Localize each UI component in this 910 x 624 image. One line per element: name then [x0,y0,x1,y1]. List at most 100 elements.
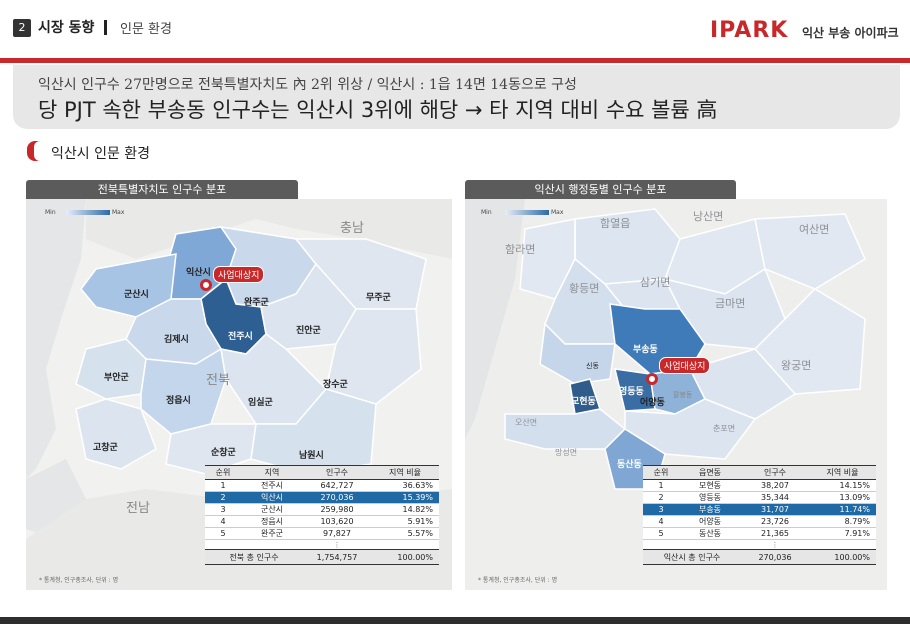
label-geumma: 금마면 [715,297,746,310]
label-mangseong: 망성면 [555,448,578,457]
ipark-logo: IPARK [710,18,789,43]
cell: 2 [205,491,241,504]
cell: 21,365 [741,527,809,540]
cell: 23,726 [741,515,809,528]
cell: 11.74% [809,503,876,516]
cell: 완주군 [241,527,303,540]
label-sindong: 신동 [586,362,599,370]
site-pin-label: 사업대상지 [659,357,711,374]
label-chunpo: 춘포면 [713,424,736,433]
label-gunsan: 군산시 [124,290,149,300]
label-muju: 무주군 [366,293,391,303]
label-gochang: 고창군 [93,443,118,453]
site-pin-icon[interactable] [200,279,212,291]
label-samgi: 삼기면 [640,276,671,289]
total-label: 익산시 총 인구수 [643,549,741,565]
label-jeonju: 전주시 [228,332,253,342]
footer-bar [0,617,910,624]
right-source-note: * 통계청, 인구총조사, 단위 : 명 [478,577,558,584]
divider [104,20,107,35]
cell: 1 [643,479,679,492]
legend-max: Max [112,209,125,216]
cell: 14.82% [371,503,439,516]
col-header: 순위 [643,465,679,480]
legend-gradient [66,210,110,215]
label-wanggung: 왕궁면 [781,359,812,372]
cell: 8.79% [809,515,876,528]
cell: 14.15% [809,479,876,492]
label-hamyeol: 함열읍 [600,217,631,230]
table-row-highlight: 2 익산시 270,036 15.39% [205,491,439,504]
cell: 38,207 [741,479,809,492]
col-header: 읍면동 [679,465,741,480]
label-jinan: 진안군 [296,326,321,336]
section-subtitle: 인문 환경 [120,22,172,37]
area-osan [504,408,627,450]
label-jeongeup: 정읍시 [166,396,191,406]
col-header: 지역 [241,465,303,480]
cell: 4 [643,515,679,528]
top-bar: 2 시장 동향 인문 환경 IPARK 익산 부송 아이파크 [0,0,910,58]
label-busong: 부송동 [633,345,658,355]
region-jinan [260,262,357,350]
cell: 모현동 [679,479,741,492]
table-total-row: 익산시 총 인구수 270,036 100.00% [643,549,876,565]
cell: 군산시 [241,503,303,516]
logo-subtitle: 익산 부송 아이파크 [802,26,899,40]
label-nangsan: 낭산면 [693,210,724,223]
col-header: 순위 [205,465,241,480]
iksan-ranking-table: 순위 읍면동 인구수 지역 비율 1 모현동 38,207 14.15% 2 영등동 35… [643,465,876,565]
cell: 정읍시 [241,515,303,528]
legend-gradient [505,210,549,215]
cell: 5.91% [371,515,439,528]
headline-line-2: 당 PJT 속한 부송동 인구수는 익산시 3위에 해당 → 타 지역 대비 수… [38,98,718,122]
cell: 1 [205,479,241,492]
table-row: 4 어양동 23,726 8.79% [643,515,876,528]
label-eoyang: 어양동 [640,398,665,408]
site-pin-label: 사업대상지 [213,266,265,283]
total-label: 전북 총 인구수 [205,549,303,565]
region-namwon [250,388,377,475]
label-jeonbuk: 전북 [206,373,230,388]
area-busong [609,303,706,375]
cell: 어양동 [679,515,741,528]
headline-line-1: 익산시 인구수 27만명으로 전북특별자치도 內 2위 위상 / 익산시 : 1… [38,77,577,93]
cell: 3 [643,503,679,516]
cell: 2 [643,491,679,504]
cell: 642,727 [303,479,371,492]
cell: 익산시 [241,491,303,504]
label-osan: 오산면 [515,418,538,427]
label-buan: 부안군 [104,373,129,383]
table-row-highlight: 3 부송동 31,707 11.74% [643,503,876,516]
table-row: 1 전주시 642,727 36.63% [205,479,439,492]
cell: 5.57% [371,527,439,540]
cell: 13.09% [809,491,876,504]
total-value: 270,036 [741,549,809,565]
legend-min: Min [481,209,492,216]
label-palbong: 팔봉동 [673,391,693,399]
left-panel-title: 전북특별자치도 인구수 분포 [26,180,298,199]
cell: 동산동 [679,527,741,540]
iksan-map-shapes [465,199,866,490]
cell: 전주시 [241,479,303,492]
table-header-row: 순위 읍면동 인구수 지역 비율 [643,465,876,480]
region-buan [75,338,147,400]
total-value: 1,754,757 [303,549,371,565]
label-mohyeon: 모현동 [571,397,596,407]
cell: 영등동 [679,491,741,504]
area-sindong [539,322,616,385]
cell: 3 [205,503,241,516]
section-title: 시장 동향 [38,20,95,36]
site-pin-icon[interactable] [646,373,658,385]
label-iksan: 익산시 [186,268,211,278]
headline-box [13,65,900,129]
ellipsis: ⋮ [333,540,341,549]
table-row: 2 영등동 35,344 13.09% [643,491,876,504]
table-row: 5 완주군 97,827 5.57% [205,527,439,540]
section-number-badge: 2 [13,19,31,37]
total-ratio: 100.00% [371,549,439,565]
region-gochang [75,398,157,470]
cell: 31,707 [741,503,809,516]
ellipsis: ⋮ [771,540,779,549]
cell: 4 [205,515,241,528]
